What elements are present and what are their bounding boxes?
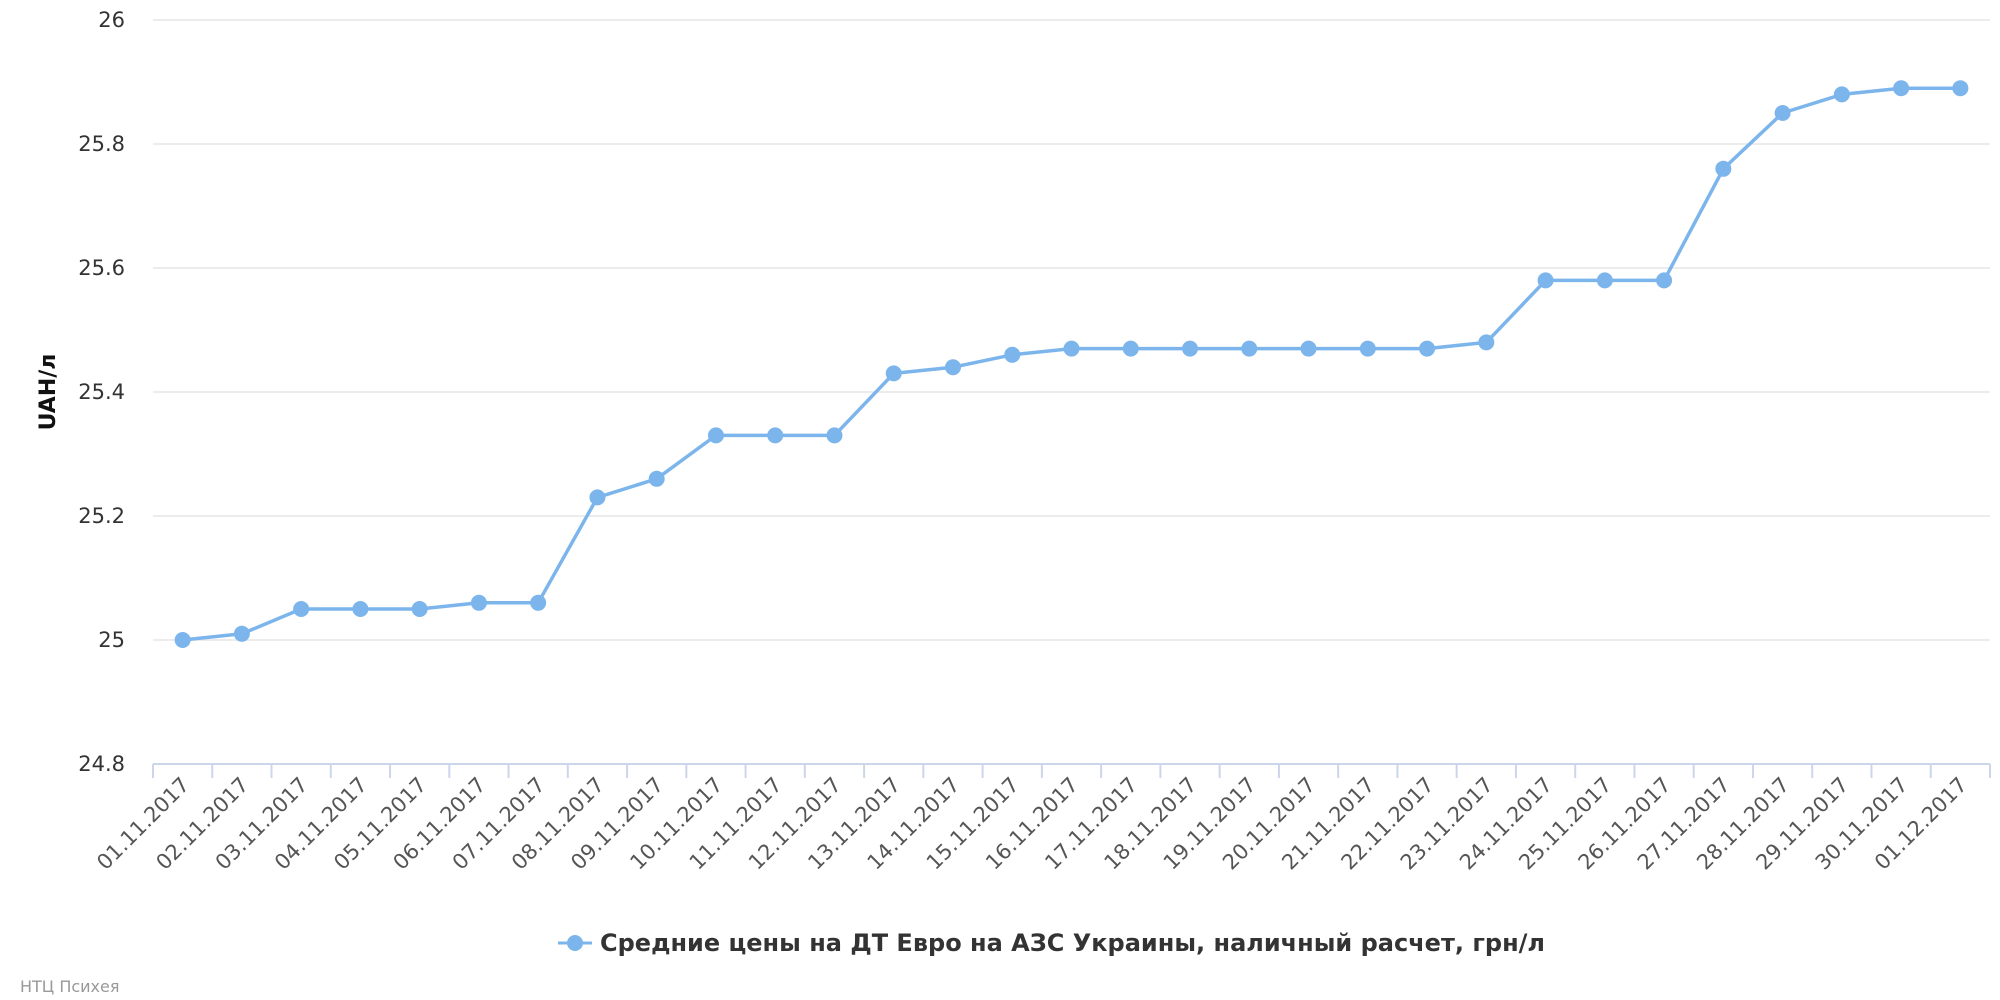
data-point[interactable] (826, 427, 843, 444)
data-point[interactable] (648, 470, 665, 487)
y-tick-label: 25.8 (78, 132, 125, 156)
data-point[interactable] (1715, 160, 1732, 177)
series-line[interactable] (174, 80, 1969, 648)
data-point[interactable] (1122, 340, 1139, 357)
data-point[interactable] (1893, 80, 1910, 97)
data-point[interactable] (352, 601, 369, 617)
data-point[interactable] (1656, 272, 1673, 289)
data-point[interactable] (589, 489, 606, 506)
y-tick-label: 25 (98, 628, 125, 652)
y-tick-label: 25.2 (78, 504, 125, 528)
data-point[interactable] (1359, 340, 1376, 357)
data-point[interactable] (174, 632, 191, 648)
y-tick-label: 25.6 (78, 256, 125, 280)
data-point[interactable] (1063, 340, 1080, 357)
gridlines (153, 19, 1990, 641)
data-point[interactable] (767, 427, 784, 444)
y-tick-label: 24.8 (78, 752, 125, 776)
series-path (182, 86, 1961, 642)
legend[interactable]: Средние цены на ДТ Евро на АЗС Украины, … (558, 929, 1545, 957)
data-point[interactable] (1833, 86, 1850, 103)
legend-label[interactable]: Средние цены на ДТ Евро на АЗС Украины, … (600, 929, 1545, 957)
data-point[interactable] (944, 359, 961, 376)
data-point[interactable] (530, 594, 547, 611)
y-tick-label: 25.4 (78, 380, 125, 404)
y-axis: 24.8 25 25.2 25.4 25.6 25.8 26 (78, 8, 125, 776)
data-point[interactable] (1241, 340, 1258, 357)
data-point[interactable] (707, 427, 724, 444)
data-point[interactable] (1952, 80, 1969, 97)
data-point[interactable] (411, 601, 428, 617)
data-point[interactable] (1300, 340, 1317, 357)
x-axis: 01.11.201702.11.201703.11.201704.11.2017… (92, 763, 1991, 875)
data-point[interactable] (470, 594, 487, 611)
data-point[interactable] (1182, 340, 1199, 357)
data-point[interactable] (1478, 334, 1495, 351)
data-point[interactable] (233, 625, 250, 642)
data-point[interactable] (1419, 340, 1436, 357)
data-point[interactable] (1004, 346, 1021, 363)
data-point[interactable] (885, 365, 902, 382)
y-axis-label: UAH/л (36, 354, 61, 431)
data-point[interactable] (1596, 272, 1613, 289)
data-point[interactable] (1537, 272, 1554, 289)
data-point[interactable] (293, 601, 310, 617)
legend-marker (567, 935, 583, 951)
credit-text[interactable]: НТЦ Психея (20, 977, 119, 996)
y-tick-label: 26 (98, 8, 125, 32)
data-point[interactable] (1774, 105, 1791, 121)
